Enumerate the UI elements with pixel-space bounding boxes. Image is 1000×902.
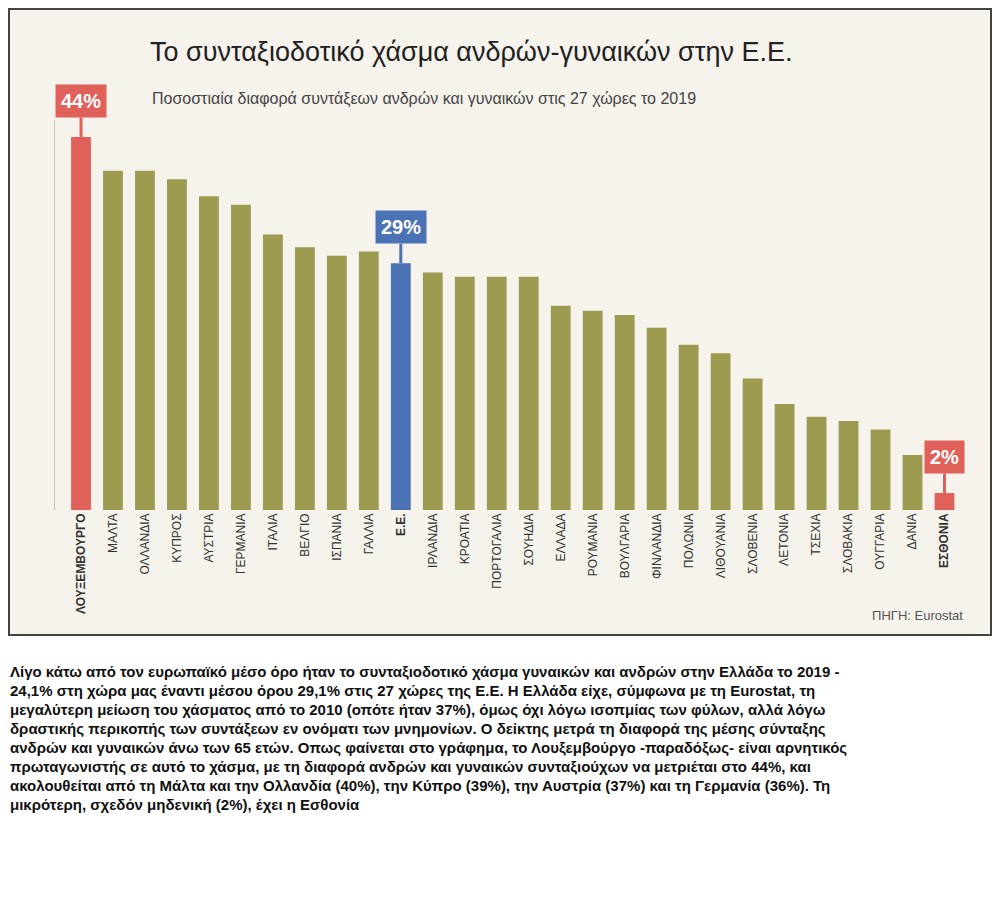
svg-text:ΔΑΝΙΑ: ΔΑΝΙΑ [905, 513, 919, 549]
svg-text:ΒΕΛΓΙΟ: ΒΕΛΓΙΟ [298, 513, 312, 556]
svg-text:ΠΗΓΗ: Eurostat: ΠΗΓΗ: Eurostat [872, 608, 963, 623]
svg-text:ΡΟΥΜΑΝΙΑ: ΡΟΥΜΑΝΙΑ [586, 513, 600, 576]
html-text:Λίγο κάτω από τον ευρωπαϊκό μέ: Λίγο κάτω από τον ευρωπαϊκό μέσο όρο ήτα… [10, 663, 848, 813]
svg-text:ΑΥΣΤΡΙΑ: ΑΥΣΤΡΙΑ [202, 513, 216, 562]
svg-text:ΒΟΥΛΓΑΡΙΑ: ΒΟΥΛΓΑΡΙΑ [618, 513, 632, 578]
svg-text:ΣΛΟΒΑΚΙΑ: ΣΛΟΒΑΚΙΑ [841, 513, 855, 573]
svg-text:29%: 29% [381, 216, 421, 238]
svg-text:ΙΣΠΑΝΙΑ: ΙΣΠΑΝΙΑ [330, 513, 344, 560]
svg-text:ΕΛΛΑΔΑ: ΕΛΛΑΔΑ [554, 513, 568, 561]
svg-text:Ε.Ε.: Ε.Ε. [394, 513, 408, 536]
svg-text:ΚΥΠΡΟΣ: ΚΥΠΡΟΣ [170, 513, 184, 562]
svg-text:ΙΤΑΛΙΑ: ΙΤΑΛΙΑ [266, 513, 280, 550]
svg-text:ΙΡΛΑΝΔΙΑ: ΙΡΛΑΝΔΙΑ [426, 513, 440, 567]
svg-text:ΤΣΕΧΙΑ: ΤΣΕΧΙΑ [809, 513, 823, 555]
svg-text:ΛΟΥΞΕΜΒΟΥΡΓΟ: ΛΟΥΞΕΜΒΟΥΡΓΟ [74, 513, 88, 614]
svg-text:ΠΟΡΤΟΓΑΛΙΑ: ΠΟΡΤΟΓΑΛΙΑ [490, 513, 504, 588]
svg-text:ΟΥΓΓΑΡΙΑ: ΟΥΓΓΑΡΙΑ [873, 513, 887, 569]
svg-text:ΟΛΛΑΝΔΙΑ: ΟΛΛΑΝΔΙΑ [138, 513, 152, 574]
svg-text:ΕΣΘΟΝΙΑ: ΕΣΘΟΝΙΑ [937, 513, 951, 568]
svg-text:ΓΑΛΛΙΑ: ΓΑΛΛΙΑ [362, 513, 376, 554]
svg-text:Ποσοστιαία διαφορά συντάξεων α: Ποσοστιαία διαφορά συντάξεων ανδρών και … [152, 90, 696, 108]
svg-text:ΓΕΡΜΑΝΙΑ: ΓΕΡΜΑΝΙΑ [234, 513, 248, 574]
svg-text:ΦΙΝΛΑΝΔΙΑ: ΦΙΝΛΑΝΔΙΑ [650, 513, 664, 579]
svg-text:Το συνταξιοδοτικό χάσμα ανδρών: Το συνταξιοδοτικό χάσμα ανδρών-γυναικών … [150, 37, 792, 67]
svg-text:ΠΟΛΩΝΙΑ: ΠΟΛΩΝΙΑ [682, 513, 696, 568]
svg-text:ΜΑΛΤΑ: ΜΑΛΤΑ [106, 513, 120, 553]
svg-text:ΣΟΥΗΔΙΑ: ΣΟΥΗΔΙΑ [522, 513, 536, 565]
svg-text:ΣΛΟΒΕΝΙΑ: ΣΛΟΒΕΝΙΑ [746, 513, 760, 574]
svg-text:ΛΕΤΟΝΙΑ: ΛΕΤΟΝΙΑ [777, 513, 791, 565]
svg-text:2%: 2% [930, 446, 959, 468]
svg-text:ΚΡΟΑΤΙΑ: ΚΡΟΑΤΙΑ [458, 513, 472, 564]
svg-text:ΛΙΘΟΥΑΝΙΑ: ΛΙΘΟΥΑΝΙΑ [714, 513, 728, 578]
svg-text:44%: 44% [61, 90, 101, 112]
